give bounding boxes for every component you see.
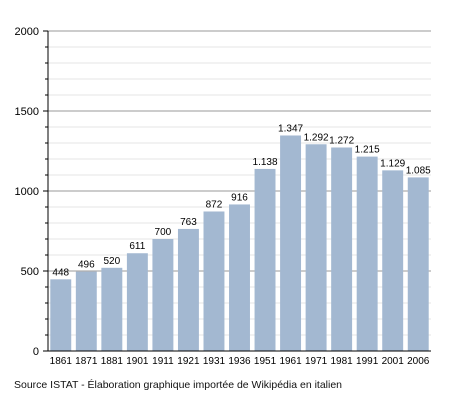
bar-value-label: 611 bbox=[129, 241, 145, 252]
bar bbox=[101, 267, 123, 351]
x-tick-labels: 1861 1871 1881 1901 1911 1921 1931 1936 1951 1961… bbox=[50, 356, 430, 367]
y-tick-label: 500 bbox=[21, 266, 39, 278]
bar bbox=[331, 147, 353, 351]
bar bbox=[152, 239, 174, 351]
bar-value-label: 700 bbox=[155, 227, 172, 238]
bar-value-label: 448 bbox=[52, 267, 69, 278]
y-tick-label: 1000 bbox=[15, 186, 39, 198]
x-tick-label: 1981 bbox=[331, 356, 354, 367]
bar bbox=[50, 279, 72, 351]
bar-value-label: 1.215 bbox=[355, 145, 380, 156]
x-tick-label: 1901 bbox=[126, 356, 149, 367]
bar bbox=[280, 135, 302, 351]
y-tick-label: 2000 bbox=[15, 26, 39, 38]
bar bbox=[177, 228, 199, 351]
bar bbox=[356, 156, 378, 351]
bar-value-label: 1.347 bbox=[278, 123, 303, 134]
x-tick-label: 1871 bbox=[75, 356, 98, 367]
bar bbox=[407, 177, 429, 351]
x-tick-label: 1861 bbox=[50, 356, 73, 367]
bar bbox=[382, 170, 404, 351]
x-tick-label: 1951 bbox=[254, 356, 277, 367]
x-tick-label: 1991 bbox=[356, 356, 379, 367]
x-tick-label: 1961 bbox=[279, 356, 302, 367]
x-tick-label: 2001 bbox=[382, 356, 405, 367]
bar bbox=[305, 144, 327, 351]
bar-value-label: 872 bbox=[206, 199, 223, 210]
x-tick-label: 1911 bbox=[152, 356, 174, 367]
bar bbox=[126, 253, 148, 351]
bar-value-label: 520 bbox=[103, 256, 120, 267]
x-tick-label: 1971 bbox=[305, 356, 328, 367]
bar-value-label: 1.138 bbox=[253, 157, 278, 168]
bar-value-label: 1.129 bbox=[380, 158, 405, 169]
bar-value-label: 1.292 bbox=[304, 132, 329, 143]
bar bbox=[75, 271, 97, 351]
bar-value-label: 763 bbox=[180, 217, 197, 228]
x-tick-label: 2006 bbox=[407, 356, 430, 367]
bar bbox=[229, 204, 250, 351]
bar-value-label: 1.085 bbox=[406, 165, 431, 176]
bars bbox=[50, 135, 429, 351]
x-tick-label: 1881 bbox=[101, 356, 124, 367]
bar-value-label: 496 bbox=[78, 260, 95, 271]
bar-value-label: 1.272 bbox=[329, 135, 354, 146]
source-caption: Source ISTAT - Élaboration graphique imp… bbox=[14, 379, 343, 391]
y-tick-label: 1500 bbox=[15, 106, 39, 118]
bar bbox=[254, 168, 276, 351]
x-tick-label: 1931 bbox=[203, 356, 226, 367]
y-tick-labels: 0 500 1000 1500 2000 bbox=[15, 26, 39, 358]
bar-value-label: 916 bbox=[231, 192, 248, 203]
y-tick-label: 0 bbox=[33, 346, 39, 358]
x-tick-label: 1921 bbox=[177, 356, 200, 367]
bar bbox=[203, 211, 225, 351]
x-tick-label: 1936 bbox=[228, 356, 251, 367]
y-axis-minor-ticks bbox=[43, 30, 48, 352]
